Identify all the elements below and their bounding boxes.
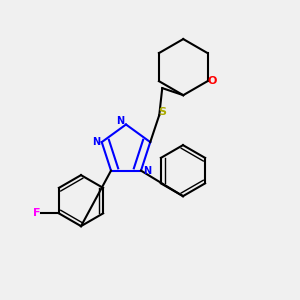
Text: O: O (207, 76, 217, 86)
Text: F: F (33, 208, 40, 218)
Text: N: N (92, 137, 100, 147)
Text: S: S (158, 107, 166, 117)
Text: N: N (116, 116, 124, 127)
Text: N: N (143, 166, 151, 176)
